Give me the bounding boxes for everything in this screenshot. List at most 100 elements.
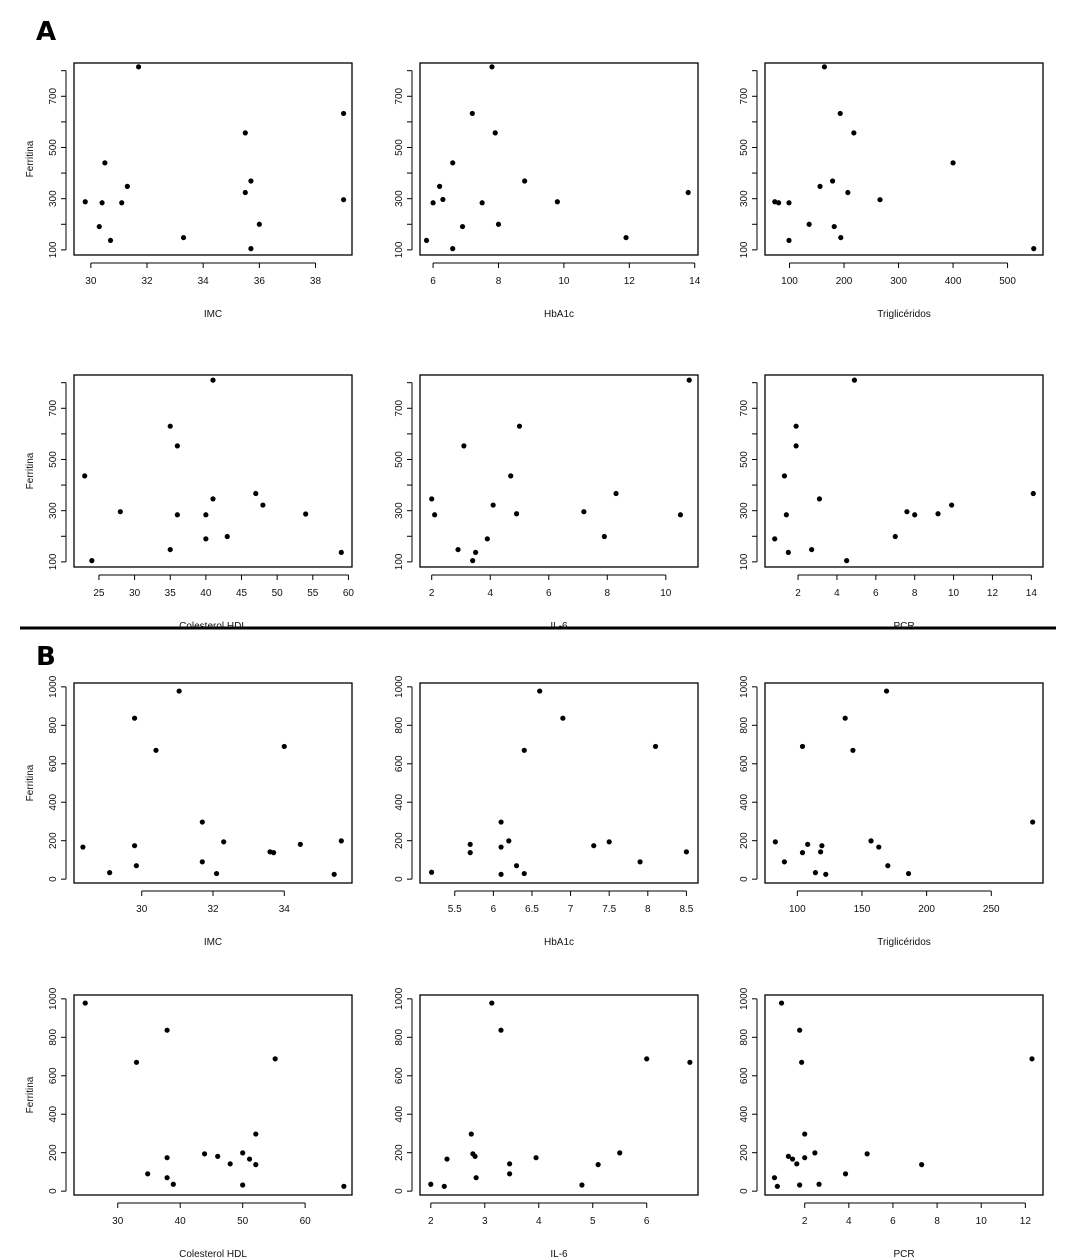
data-point [816,1181,822,1187]
plot-frame [764,994,1044,1196]
data-point [845,189,851,196]
data-point [516,423,523,429]
x-tick-label: 100 [789,904,806,915]
data-point [107,870,113,876]
data-point [340,110,347,117]
x-tick-label: 10 [660,588,672,599]
y-tick-label: 0 [739,1188,750,1194]
x-tick-label: 4 [536,1216,542,1227]
plot-frame [419,682,699,884]
data-point [513,863,520,869]
data-point [82,1000,88,1006]
data-point [423,237,430,244]
x-axis-label: PCR [893,1249,914,1260]
data-point [253,490,259,497]
data-point [817,183,823,189]
y-tick-label: 500 [739,451,750,468]
data-point [440,196,446,203]
y-tick-label: 100 [48,241,59,258]
data-point [210,377,216,383]
data-point [783,512,789,518]
x-tick-label: 200 [836,276,853,287]
x-tick-label: 34 [279,904,291,915]
y-tick-label: 100 [394,553,405,570]
data-point [473,1175,479,1181]
y-tick-label: 500 [48,451,59,468]
data-point [459,223,466,230]
y-tick-label: 600 [739,755,750,772]
data-point [1029,1056,1035,1062]
x-tick-label: 12 [1020,1216,1032,1227]
x-tick-label: 14 [1026,588,1038,599]
data-point [240,1182,246,1188]
data-point [601,533,607,540]
x-axis-label: Colesterol HDL [179,1249,247,1260]
data-point [461,443,467,449]
x-tick-label: 8 [934,1216,940,1227]
data-point [340,197,347,203]
data-point [591,843,597,849]
x-tick-label: 250 [983,904,1000,915]
x-tick-label: 4 [487,588,493,599]
x-tick-label: 5 [590,1216,596,1227]
x-tick-label: 100 [781,276,798,287]
scatter-panel: 2 4 6 8 10 12 14 100 300 500 700 PCR [739,374,1044,632]
x-tick-label: 8 [912,588,918,599]
data-point [484,536,490,542]
x-tick-label: 60 [343,588,355,599]
scatter-panel: 100 200 300 400 500 100 300 500 700 Triglicéridos [739,62,1044,320]
x-tick-label: 32 [141,276,153,287]
y-tick-label: 1000 [394,987,405,1010]
plot-frame [73,994,353,1196]
y-tick-label: 800 [48,717,59,734]
data-point [498,1027,504,1033]
data-point [441,1183,447,1189]
x-axis-label: PCR [893,621,914,632]
data-point [652,743,659,750]
data-point [248,178,254,184]
data-point [686,377,692,383]
x-tick-label: 30 [112,1216,124,1227]
data-point [581,509,587,515]
data-point [579,1182,585,1188]
data-point [341,1183,347,1189]
x-tick-label: 12 [624,276,636,287]
y-tick-label: 200 [394,832,405,849]
x-tick-label: 30 [85,276,97,287]
x-tick-label: 3 [482,1216,488,1227]
y-tick-label: 400 [48,1105,59,1122]
data-point [89,558,95,564]
data-point [246,1156,253,1162]
data-point [297,841,303,847]
x-tick-label: 12 [987,588,999,599]
data-point [489,64,495,70]
plot-frame [764,62,1044,256]
y-tick-label: 1000 [739,987,750,1010]
data-point [949,502,955,508]
y-tick-label: 700 [394,400,405,417]
data-point [133,1059,140,1065]
data-point [80,844,86,850]
data-point [877,197,883,203]
data-point [844,558,850,564]
x-axis-label: IMC [204,937,222,948]
x-tick-label: 7.5 [602,904,616,915]
x-tick-label: 8 [645,904,651,915]
y-tick-label: 500 [394,139,405,156]
data-point [507,1171,513,1177]
data-point [210,496,216,502]
data-point [495,221,502,227]
data-point [919,1162,925,1168]
x-tick-label: 6 [546,588,552,599]
data-point [240,1150,246,1156]
y-tick-label: 200 [394,1144,405,1161]
data-point [450,160,456,166]
y-tick-label: 600 [394,755,405,772]
data-point [82,199,88,205]
data-point [799,743,806,750]
data-point [338,838,344,844]
section-label-b: B [36,642,56,672]
data-point [677,512,684,518]
data-point [644,1056,650,1062]
data-point [842,715,848,721]
